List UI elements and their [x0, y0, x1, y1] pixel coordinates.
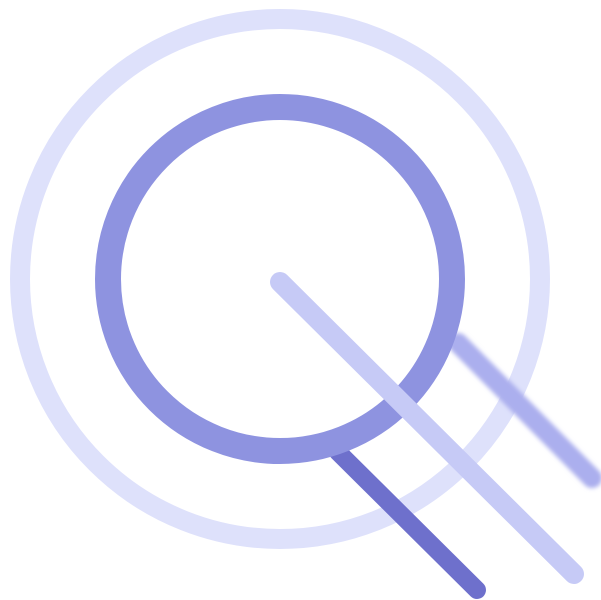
handle-blur-stroke [448, 333, 601, 488]
handle-light-stroke [270, 272, 584, 584]
outer-ring [10, 9, 550, 549]
inner-ring [95, 94, 465, 464]
handle-dark-stroke [329, 443, 486, 599]
